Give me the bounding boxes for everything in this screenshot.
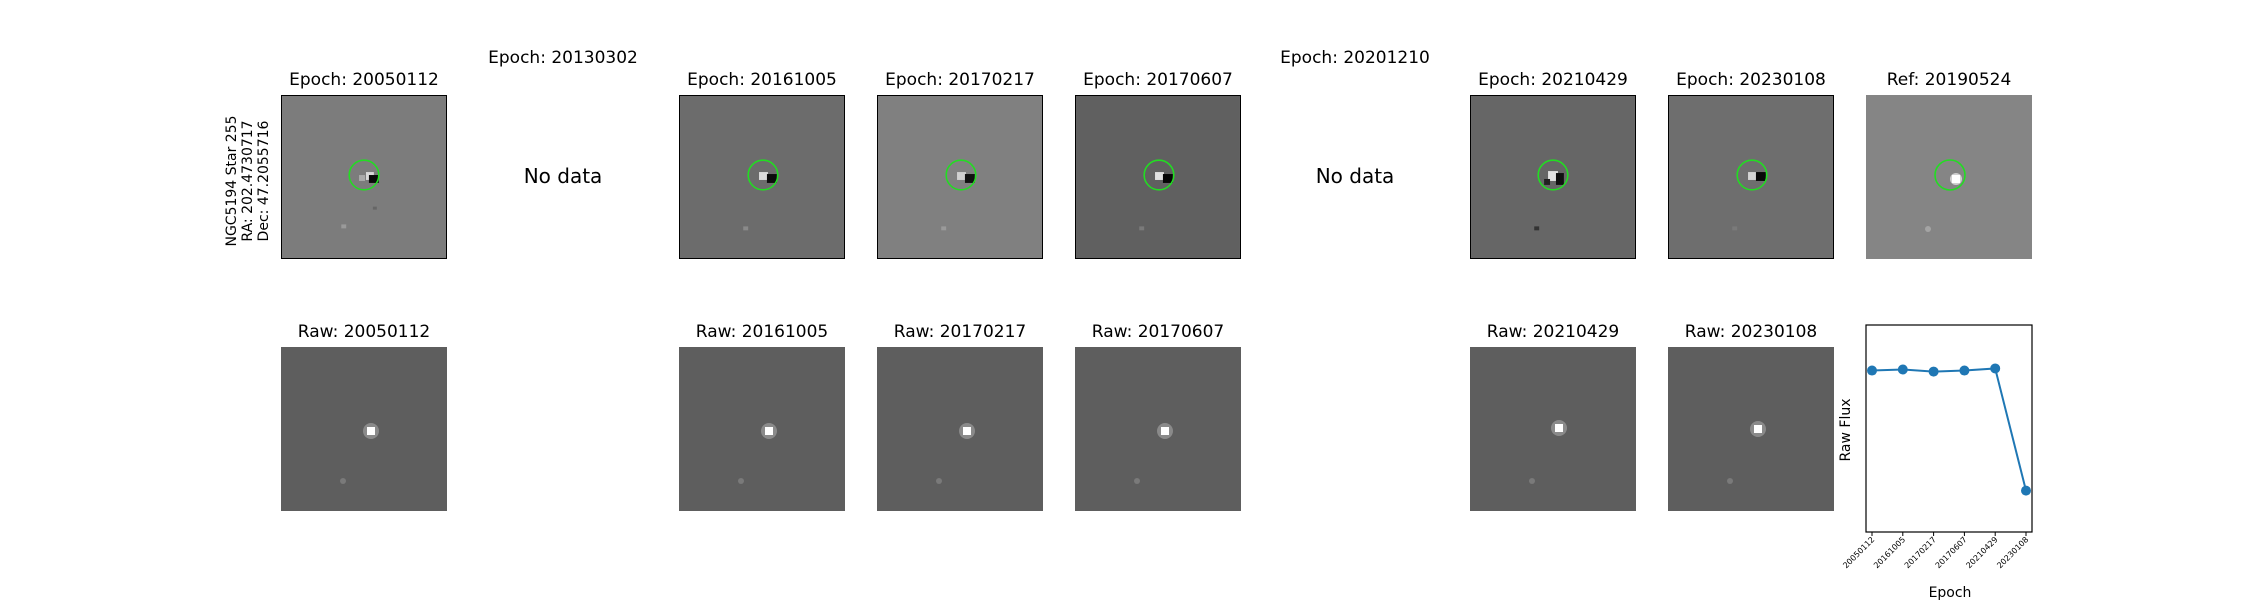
x-tick-label: 20230108 (1995, 535, 2030, 570)
x-tick-label: 20210429 (1964, 535, 1999, 570)
raw-flux-point (1897, 364, 1908, 375)
x-tick-label: 20170607 (1934, 535, 1969, 570)
x-tick-label: 20161005 (1872, 535, 1907, 570)
x-tick-label: 20170217 (1903, 535, 1938, 570)
star-dec: Dec: 47.2055716 (256, 120, 272, 241)
bottom-panel-title-3: Raw: 20170217 (893, 322, 1027, 342)
diff-image-4-svg (878, 96, 1042, 258)
chart-y-axis-label: Raw Flux (1838, 399, 1854, 462)
diff-image-1 (281, 95, 447, 259)
star-name: NGC5194 Star 255 (224, 116, 240, 246)
bottom-panel-title-1: Raw: 20050112 (297, 322, 431, 342)
top-panel-title-6: Epoch: 20201210 (1280, 48, 1430, 68)
raw-image-3-svg (877, 347, 1043, 511)
diff-image-5 (1075, 95, 1241, 259)
chart-series (1867, 363, 2031, 496)
diff-image-1-svg (282, 96, 446, 258)
raw-image-3 (877, 347, 1043, 511)
raw-flux-point (1959, 365, 1970, 376)
x-tick-label: 20050112 (1841, 535, 1876, 570)
raw-flux-point (1867, 365, 1877, 376)
top-panel-title-8: Epoch: 20230108 (1676, 70, 1826, 90)
bottom-panel-title-6: Raw: 20230108 (1684, 322, 1818, 342)
diff-image-3-svg (680, 96, 844, 258)
no-data-2: No data (1315, 164, 1395, 188)
diff-image-7 (1470, 95, 1636, 259)
raw-image-6-svg (1668, 347, 1834, 511)
raw-flux-point (1928, 366, 1939, 377)
bottom-panel-title-2: Raw: 20161005 (695, 322, 829, 342)
top-panel-title-7: Epoch: 20210429 (1478, 70, 1628, 90)
bottom-panel-title-5: Raw: 20210429 (1486, 322, 1620, 342)
top-panel-title-2: Epoch: 20130302 (488, 48, 638, 68)
diff-image-3 (679, 95, 845, 259)
raw-image-4 (1075, 347, 1241, 511)
chart-x-axis-label: Epoch (1929, 585, 1972, 600)
diff-image-5-svg (1076, 96, 1240, 258)
raw-flux-point (2021, 485, 2031, 496)
top-panel-title-4: Epoch: 20170217 (885, 70, 1035, 90)
raw-image-2-svg (679, 347, 845, 511)
raw-flux-line (1871, 367, 2027, 491)
bottom-panel-title-4: Raw: 20170607 (1091, 322, 1225, 342)
raw-image-5-svg (1470, 347, 1636, 511)
top-panel-title-5: Epoch: 20170607 (1083, 70, 1233, 90)
top-panel-title-3: Epoch: 20161005 (687, 70, 837, 90)
star-label: NGC5194 Star 255 RA: 202.4730717 Dec: 47… (224, 116, 274, 246)
star-ra: RA: 202.4730717 (240, 120, 256, 241)
diff-image-8 (1668, 95, 1834, 259)
raw-image-6 (1668, 347, 1834, 511)
no-data-1: No data (523, 164, 603, 188)
top-panel-title-9: Ref: 20190524 (1886, 70, 2012, 90)
flux-chart: 2005011220161005201702172017060720210429… (1838, 324, 2033, 600)
diff-image-7-svg (1471, 96, 1635, 258)
diff-image-4 (877, 95, 1043, 259)
diff-image-8-svg (1669, 96, 1833, 258)
chart-ticks: 2005011220161005201702172017060720210429… (1841, 532, 2030, 570)
raw-image-1-svg (281, 347, 447, 511)
reference-image-svg (1866, 95, 2032, 259)
raw-image-5 (1470, 347, 1636, 511)
chart-frame (1865, 324, 2033, 533)
star-label-svg: NGC5194 Star 255 RA: 202.4730717 Dec: 47… (224, 116, 272, 246)
raw-image-2 (679, 347, 845, 511)
raw-flux-point (1990, 363, 2001, 374)
raw-image-1 (281, 347, 447, 511)
chart-axes (1865, 324, 2033, 533)
reference-image (1866, 95, 2032, 259)
raw-image-4-svg (1075, 347, 1241, 511)
top-panel-title-1: Epoch: 20050112 (289, 70, 439, 90)
